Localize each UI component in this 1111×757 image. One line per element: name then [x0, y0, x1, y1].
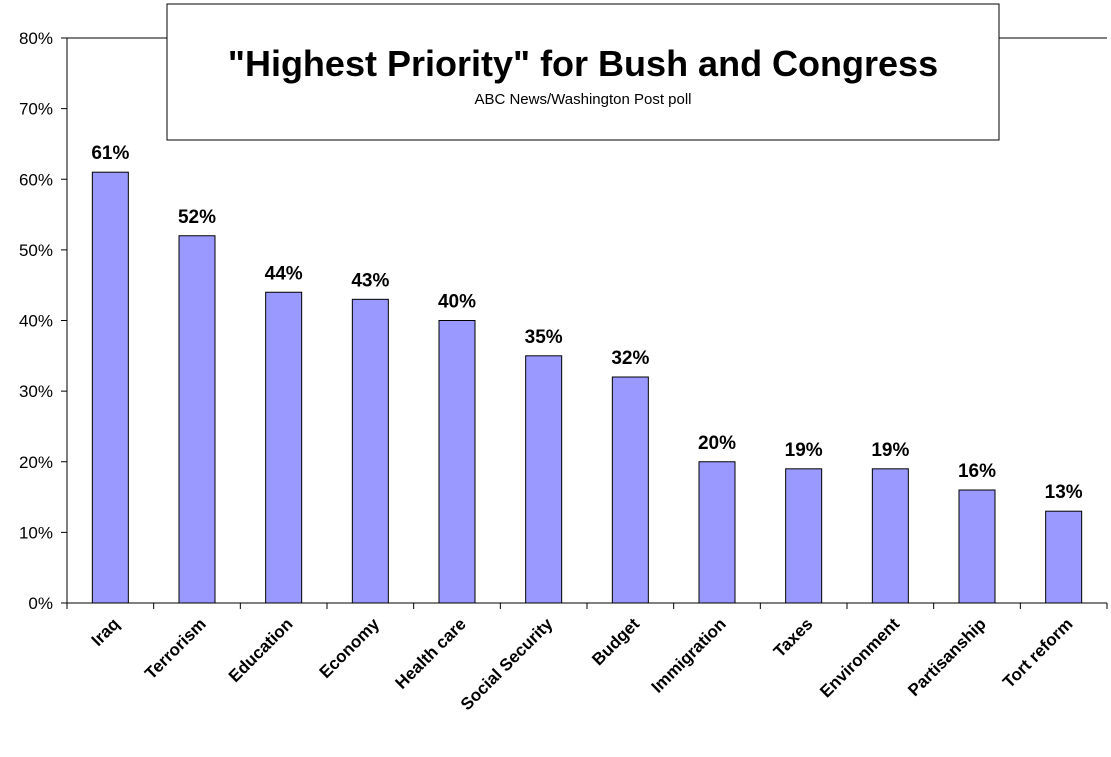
bar: [265, 291, 303, 604]
category-label: Environment: [816, 614, 903, 701]
y-tick-label: 40%: [19, 312, 53, 331]
category-label: Budget: [588, 614, 643, 669]
y-tick-label: 20%: [19, 453, 53, 472]
category-label: Health care: [392, 614, 470, 692]
y-tick-label: 50%: [19, 241, 53, 260]
bar: [178, 235, 216, 604]
category-label: Terrorism: [141, 614, 210, 683]
bar: [958, 489, 996, 604]
chart-subtitle: ABC News/Washington Post poll: [474, 91, 691, 108]
data-label: 40%: [438, 292, 476, 313]
bar: [351, 298, 389, 604]
y-tick-label: 30%: [19, 382, 53, 401]
data-label: 35%: [525, 327, 563, 348]
bar: [91, 171, 129, 604]
data-label: 19%: [785, 440, 823, 461]
y-tick-label: 80%: [19, 29, 53, 48]
category-label: Taxes: [770, 614, 817, 661]
bar: [698, 461, 736, 604]
data-labels: 61% 52% 44% 43% 40% 35% 32% 20% 19% 19% 16% 13%: [91, 143, 1082, 503]
y-axis-ticks: 0% 10% 20% 30% 40% 50% 60% 70% 80%: [19, 29, 67, 613]
data-label: 32%: [611, 348, 649, 369]
data-label: 20%: [698, 433, 736, 454]
bar-series: [91, 171, 1083, 604]
bar: [1045, 510, 1083, 604]
y-tick-label: 60%: [19, 170, 53, 189]
y-tick-label: 10%: [19, 523, 53, 542]
category-labels: Iraq Terrorism Education Economy Health care…: [88, 614, 1077, 714]
bar: [438, 320, 476, 604]
y-tick-label: 70%: [19, 100, 53, 119]
title-box-frame: [166, 3, 1000, 141]
y-tick-label: 0%: [28, 594, 53, 613]
data-label: 16%: [958, 461, 996, 482]
x-axis-ticks: [66, 603, 1108, 609]
bar: [871, 468, 909, 604]
bar: [611, 376, 649, 604]
data-label: 13%: [1045, 482, 1083, 503]
data-label: 61%: [91, 143, 129, 164]
data-label: 19%: [871, 440, 909, 461]
data-label: 44%: [265, 263, 303, 284]
category-label: Education: [225, 614, 297, 686]
category-label: Economy: [316, 614, 384, 682]
chart-title: "Highest Priority" for Bush and Congress: [228, 43, 938, 84]
data-label: 43%: [351, 270, 389, 291]
category-label: Partisanship: [904, 614, 990, 700]
bar: [525, 355, 563, 604]
category-label: Immigration: [648, 614, 730, 696]
category-label: Tort reform: [999, 614, 1076, 691]
bar: [785, 468, 823, 604]
data-label: 52%: [178, 207, 216, 228]
category-label: Social Security: [457, 614, 557, 714]
category-label: Iraq: [88, 614, 123, 649]
title-box: "Highest Priority" for Bush and Congress…: [166, 3, 1000, 141]
